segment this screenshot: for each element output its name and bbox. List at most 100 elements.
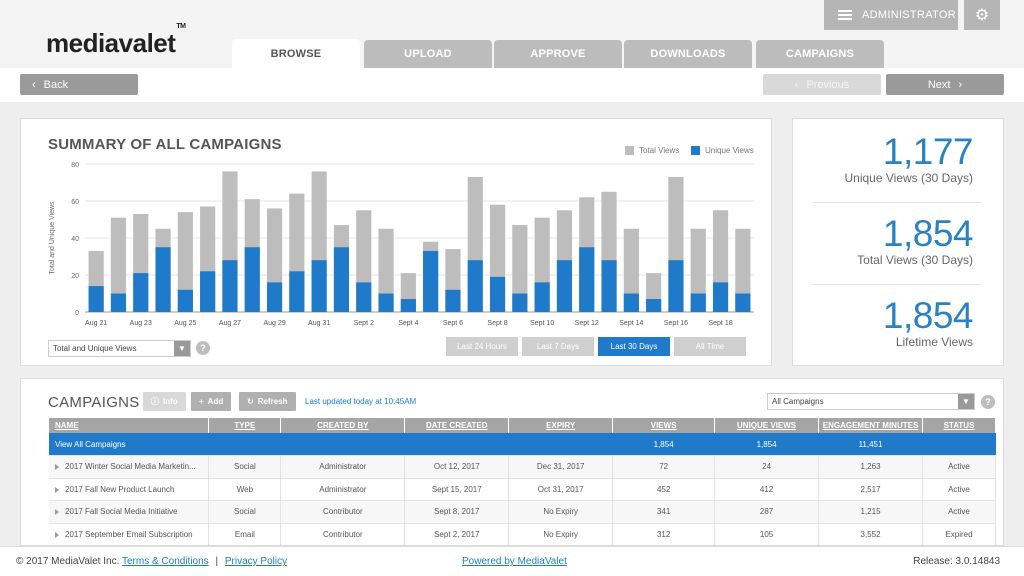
table-cell: Email (208, 523, 282, 545)
bar-unique-views (445, 289, 461, 312)
range-last-30-days-button[interactable]: Last 30 Days (598, 337, 670, 356)
footer-left: © 2017 MediaValet Inc. Terms & Condition… (16, 556, 288, 567)
table-cell: 2017 September Email Subscription (49, 523, 210, 545)
logo: mediavaletTM (46, 23, 186, 58)
expand-arrow-icon[interactable] (55, 509, 59, 516)
column-header[interactable]: UNIQUE VIEWS (714, 418, 820, 433)
column-header[interactable]: EXPIRY (508, 418, 614, 433)
release-text: Release: 3.0.14843 (913, 556, 1000, 567)
expand-arrow-icon[interactable] (55, 486, 59, 493)
stat-value: 1,854 (882, 213, 974, 254)
back-button[interactable]: ‹ Back (20, 74, 138, 95)
bar-unique-views (266, 282, 283, 312)
x-tick-label: Aug 25 (174, 320, 196, 327)
admin-menu-button[interactable]: ADMINISTRATOR (824, 0, 958, 30)
bar-unique-views (200, 271, 216, 312)
table-cell: 341 (612, 500, 716, 524)
table-cell: Active (922, 500, 996, 524)
bar-unique-views (534, 282, 550, 312)
x-tick-label: Sept 8 (487, 320, 507, 327)
table-row-view-all[interactable]: View All Campaigns 1,854 1,854 11,451 (49, 433, 996, 456)
privacy-link[interactable]: Privacy Policy (224, 556, 288, 567)
table-row[interactable]: 2017 September Email Subscription Email Co… (49, 523, 996, 545)
plus-icon: + (199, 397, 204, 406)
table-cell: 2017 Winter Social Media Marketin... (49, 455, 210, 479)
table-body: View All Campaigns 1,854 1,854 11,451 2017 W… (49, 433, 996, 545)
bar-unique-views (556, 260, 573, 312)
table-cell: Administrator (280, 455, 406, 479)
settings-button[interactable]: ⚙ (964, 0, 1000, 30)
column-header[interactable]: TYPE (208, 418, 282, 433)
tab-browse[interactable]: BROWSE (232, 39, 360, 69)
column-header[interactable]: VIEWS (612, 418, 716, 433)
bar-unique-views (712, 282, 729, 312)
table-cell: Active (922, 478, 996, 501)
bar-unique-views (378, 293, 394, 312)
column-header[interactable]: DATE CREATED (404, 418, 510, 433)
campaigns-panel: CAMPAIGNS ⓘ Info + Add ↻ Refresh Last up… (20, 378, 1004, 546)
legend-total-views: Total Views (625, 146, 679, 155)
x-tick-label: Aug 23 (130, 320, 152, 327)
powered-by-link[interactable]: Powered by MediaValet (462, 556, 567, 567)
table-cell: View All Campaigns (49, 433, 210, 456)
info-button[interactable]: ⓘ Info (143, 392, 186, 411)
stat-label: Unique Views (30 Days) (844, 171, 973, 185)
y-tick-label: 80 (71, 162, 79, 169)
x-tick-label: Sept 4 (398, 320, 418, 327)
table-cell: No Expiry (508, 523, 614, 545)
bar-unique-views (222, 260, 238, 312)
bar-total-views (623, 228, 639, 312)
range-all-time-button[interactable]: All Time (674, 337, 746, 356)
table-cell (508, 433, 614, 456)
range-last-24-hours-button[interactable]: Last 24 Hours (446, 337, 518, 356)
bar-unique-views (690, 293, 706, 312)
table-cell: 412 (714, 478, 820, 501)
column-header[interactable]: ENGAGEMENT MINUTES (818, 418, 923, 433)
x-tick-label: Sept 2 (354, 320, 374, 327)
table-cell: Administrator (280, 478, 406, 501)
bar-total-views (690, 228, 706, 312)
chevron-down-icon: ▼ (174, 341, 190, 356)
x-tick-label: Sept 10 (530, 320, 554, 327)
tab-downloads[interactable]: DOWNLOADS (624, 40, 752, 68)
table-cell: Sept 2, 2017 (404, 523, 510, 545)
stat-total-views: 1,854 Total Views (30 Days) (793, 213, 1005, 267)
help-icon[interactable]: ? (981, 395, 995, 409)
table-cell: Contributor (280, 500, 406, 524)
range-last-7-days-button[interactable]: Last 7 Days (522, 337, 594, 356)
expand-arrow-icon[interactable] (55, 531, 59, 538)
table-row[interactable]: 2017 Winter Social Media Marketin... Soci… (49, 455, 996, 479)
campaigns-table: NAME TYPE CREATED BY DATE CREATED EXPIRY VIEW… (49, 418, 996, 545)
metric-select[interactable]: Total and Unique Views ▼ (48, 340, 191, 357)
table-cell: 11,451 (818, 433, 923, 456)
previous-button[interactable]: ‹ Previous (763, 74, 881, 95)
terms-link[interactable]: Terms & Conditions (121, 556, 209, 567)
bar-total-views (512, 225, 528, 312)
table-cell: 105 (714, 523, 820, 545)
table-cell: Web (208, 478, 282, 501)
bar-total-views (735, 228, 751, 312)
column-header[interactable]: STATUS (922, 418, 996, 433)
tab-approve[interactable]: APPROVE (494, 40, 622, 68)
stat-lifetime-views: 1,854 Lifetime Views (793, 295, 1005, 349)
help-icon[interactable]: ? (196, 341, 210, 355)
bar-unique-views (88, 286, 104, 312)
table-cell: 72 (612, 455, 716, 479)
expand-arrow-icon[interactable] (55, 464, 59, 471)
column-header[interactable]: CREATED BY (280, 418, 406, 433)
table-cell: Sept 8, 2017 (404, 500, 510, 524)
x-tick-label: Sept 14 (619, 320, 643, 327)
tab-upload[interactable]: UPLOAD (364, 40, 492, 68)
table-row[interactable]: 2017 Fall New Product Launch Web Administr… (49, 478, 996, 501)
refresh-button[interactable]: ↻ Refresh (239, 392, 296, 411)
column-header[interactable]: NAME (49, 418, 210, 433)
table-cell: No Expiry (508, 500, 614, 524)
add-button[interactable]: + Add (191, 392, 232, 411)
campaign-filter-select[interactable]: All Campaigns ▼ (767, 393, 975, 410)
table-cell: 1,263 (818, 455, 923, 479)
table-row[interactable]: 2017 Fall Social Media Initiative Social C… (49, 500, 996, 524)
next-button[interactable]: Next › (886, 74, 1004, 95)
campaigns-title: CAMPAIGNS (48, 394, 140, 411)
refresh-icon: ↻ (247, 397, 254, 406)
tab-campaigns[interactable]: CAMPAIGNS (756, 40, 884, 68)
